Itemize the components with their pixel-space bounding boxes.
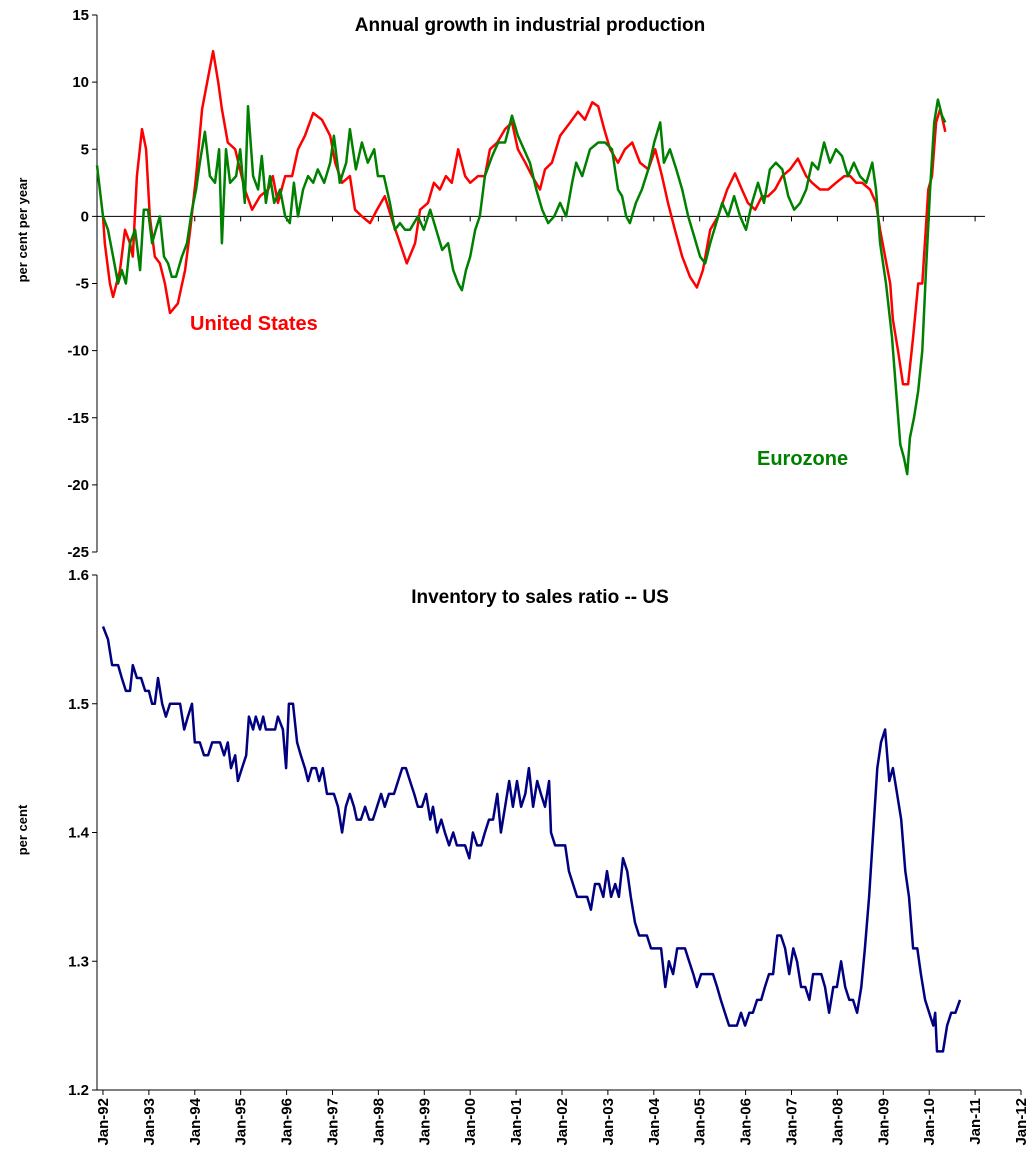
x-tick-label: Jan-00 xyxy=(462,1098,479,1146)
series-line xyxy=(101,49,947,386)
y-tick-label: 1.3 xyxy=(68,953,89,970)
x-tick-label: Jan-03 xyxy=(600,1098,617,1146)
y-tick-label: -20 xyxy=(67,477,89,494)
y-tick-label: -25 xyxy=(67,544,89,561)
y-axis-label: per cent per year xyxy=(15,178,30,283)
y-tick-label: 15 xyxy=(72,7,89,24)
y-tick-label: 1.6 xyxy=(68,567,89,584)
x-tick-label: Jan-93 xyxy=(141,1098,158,1146)
x-tick-label: Jan-97 xyxy=(324,1098,341,1146)
y-tick-label: -15 xyxy=(67,410,89,427)
x-tick-label: Jan-07 xyxy=(783,1098,800,1146)
x-tick-label: Jan-99 xyxy=(416,1098,433,1146)
series-line xyxy=(101,626,962,1053)
x-tick-label: Jan-95 xyxy=(233,1098,250,1146)
x-tick-label: Jan-02 xyxy=(554,1098,571,1146)
x-tick-label: Jan-09 xyxy=(875,1098,892,1146)
y-tick-label: -5 xyxy=(76,276,89,293)
x-tick-label: Jan-11 xyxy=(967,1098,984,1145)
x-tick-label: Jan-12 xyxy=(1013,1098,1030,1146)
chart-title: Annual growth in industrial production xyxy=(355,15,705,36)
y-tick-label: 0 xyxy=(81,208,89,225)
y-tick-label: 5 xyxy=(81,141,89,158)
y-axis-label: per cent xyxy=(15,804,30,855)
y-tick-label: 1.2 xyxy=(68,1082,89,1099)
y-tick-label: 10 xyxy=(72,74,89,91)
x-tick-label: Jan-94 xyxy=(187,1097,204,1145)
series-label: United States xyxy=(190,313,318,335)
x-tick-label: Jan-04 xyxy=(646,1097,663,1145)
series-line xyxy=(95,98,947,476)
y-tick-label: 1.5 xyxy=(68,696,89,713)
x-tick-label: Jan-10 xyxy=(921,1098,938,1146)
y-tick-label: 1.4 xyxy=(68,825,90,842)
chart-title: Inventory to sales ratio -- US xyxy=(411,587,669,608)
x-tick-label: Jan-98 xyxy=(370,1098,387,1146)
x-tick-label: Jan-01 xyxy=(508,1098,525,1146)
x-tick-label: Jan-05 xyxy=(692,1098,709,1146)
x-tick-label: Jan-92 xyxy=(95,1098,112,1146)
y-tick-label: -10 xyxy=(67,343,89,360)
x-tick-label: Jan-96 xyxy=(279,1098,296,1146)
x-tick-label: Jan-06 xyxy=(738,1098,755,1146)
x-tick-label: Jan-08 xyxy=(829,1098,846,1146)
series-label: Eurozone xyxy=(757,448,848,470)
